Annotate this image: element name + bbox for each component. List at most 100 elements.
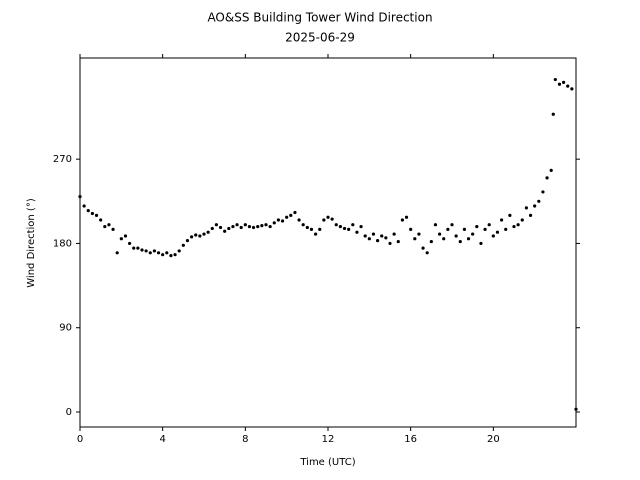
- point: [227, 226, 231, 231]
- y-tick-label: 90: [59, 323, 72, 334]
- point: [396, 239, 400, 244]
- point: [551, 112, 555, 116]
- point: [111, 227, 115, 231]
- point: [367, 237, 371, 241]
- point: [239, 225, 243, 230]
- point: [355, 230, 359, 234]
- point: [206, 230, 210, 234]
- point: [553, 77, 557, 82]
- point: [342, 226, 347, 231]
- point: [479, 241, 483, 246]
- point: [334, 223, 338, 227]
- point: [94, 213, 99, 217]
- point: [566, 84, 570, 88]
- point: [235, 223, 239, 227]
- y-tick-label: 270: [53, 154, 72, 165]
- point: [231, 224, 235, 229]
- point: [475, 224, 479, 229]
- point: [545, 176, 549, 180]
- point: [136, 246, 140, 250]
- point: [363, 234, 367, 238]
- point: [173, 253, 177, 257]
- point: [504, 227, 508, 231]
- point: [82, 204, 86, 208]
- point: [404, 215, 409, 219]
- point: [305, 225, 309, 230]
- point: [330, 217, 334, 221]
- point: [218, 225, 223, 230]
- point: [338, 224, 342, 229]
- point: [247, 224, 252, 229]
- x-tick-label: 4: [159, 434, 165, 445]
- point: [210, 226, 214, 231]
- point: [148, 251, 152, 255]
- x-tick-label: 12: [322, 434, 335, 445]
- point: [413, 237, 417, 241]
- point: [144, 249, 148, 253]
- point: [487, 223, 491, 227]
- y-tick-label: 0: [66, 407, 72, 418]
- point: [318, 227, 322, 231]
- point: [301, 223, 305, 227]
- point: [169, 254, 173, 258]
- point: [152, 249, 156, 253]
- point: [326, 215, 330, 219]
- point: [202, 232, 206, 236]
- point: [280, 219, 285, 223]
- point: [433, 223, 438, 227]
- point: [376, 239, 380, 243]
- point: [115, 251, 119, 255]
- point: [371, 232, 376, 236]
- point: [450, 223, 454, 227]
- point: [549, 168, 553, 172]
- point: [512, 224, 516, 229]
- point: [351, 223, 355, 227]
- point: [293, 210, 297, 215]
- point: [524, 206, 529, 210]
- point: [388, 241, 392, 246]
- point: [384, 236, 388, 240]
- x-tick-label: 20: [487, 434, 500, 445]
- point: [458, 239, 462, 244]
- point: [409, 227, 413, 231]
- point: [562, 80, 566, 84]
- point: [500, 218, 504, 222]
- point: [132, 246, 136, 250]
- point: [181, 243, 185, 247]
- point: [264, 223, 268, 227]
- point: [570, 87, 574, 91]
- point: [380, 234, 384, 238]
- point: [297, 218, 301, 222]
- point: [177, 249, 181, 253]
- point: [107, 223, 111, 227]
- point: [198, 234, 202, 238]
- point: [425, 251, 429, 255]
- x-tick-label: 16: [404, 434, 417, 445]
- point: [123, 234, 128, 238]
- point: [256, 224, 260, 229]
- point: [285, 215, 289, 219]
- y-axis-label: Wind Direction (°): [26, 198, 37, 288]
- x-tick-label: 0: [77, 434, 83, 445]
- point: [429, 239, 433, 244]
- point: [322, 218, 326, 222]
- point: [309, 227, 314, 231]
- point: [541, 190, 545, 194]
- point: [438, 232, 442, 236]
- chart-title: AO&SS Building Tower Wind Direction: [207, 11, 432, 25]
- point: [161, 253, 165, 257]
- point: [214, 223, 218, 227]
- chart-subtitle: 2025-06-29: [285, 31, 355, 45]
- point: [289, 213, 293, 217]
- point: [268, 224, 272, 229]
- point: [194, 233, 198, 237]
- point: [276, 218, 280, 222]
- point: [520, 218, 524, 222]
- point: [462, 227, 466, 231]
- point: [103, 224, 107, 229]
- point: [156, 251, 161, 255]
- point: [421, 246, 425, 250]
- point: [483, 227, 487, 231]
- point: [190, 235, 194, 239]
